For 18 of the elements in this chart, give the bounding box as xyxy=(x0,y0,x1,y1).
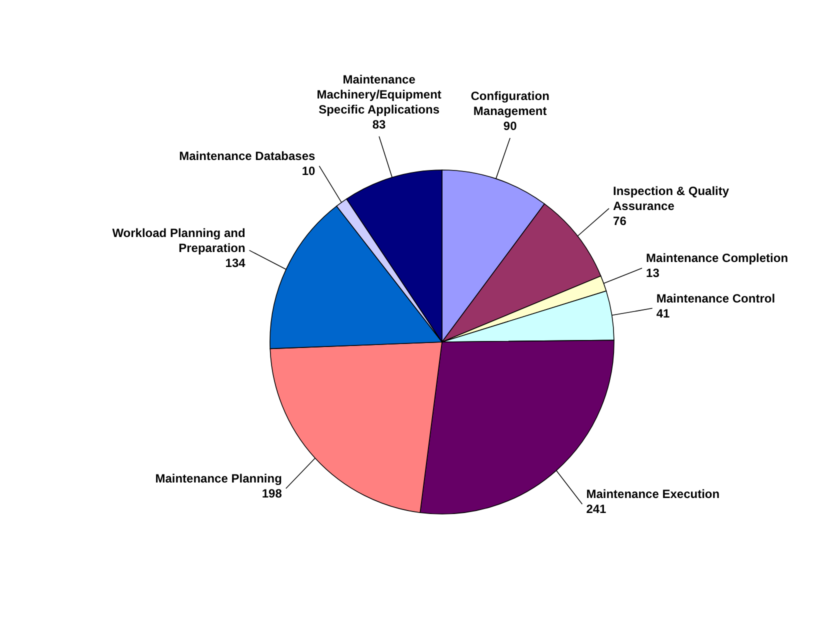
slice-label: Configuration Management xyxy=(470,88,550,118)
data-label: 41 xyxy=(656,306,670,320)
data-label: 13 xyxy=(646,266,660,280)
data-label: 241 xyxy=(586,502,607,516)
slice-label: Inspection & Quality Assurance xyxy=(613,184,730,213)
data-label: 10 xyxy=(302,164,316,178)
data-label: 76 xyxy=(613,214,627,228)
slice-label: Maintenance Execution xyxy=(586,487,720,502)
slice-label: Maintenance Control xyxy=(656,291,776,306)
data-label: 198 xyxy=(262,486,282,500)
data-label: 90 xyxy=(503,118,518,133)
slice-label: Maintenance Machinery/Equipment Specific Applications xyxy=(316,72,442,116)
data-label: 134 xyxy=(225,256,246,270)
slice-label: Workload Planning and Preparation xyxy=(112,226,246,255)
data-label: 83 xyxy=(372,117,386,132)
slice-label: Maintenance Planning xyxy=(155,471,282,486)
slice-label: Maintenance Completion xyxy=(646,251,788,266)
slice-label: Maintenance Databases xyxy=(179,148,316,163)
